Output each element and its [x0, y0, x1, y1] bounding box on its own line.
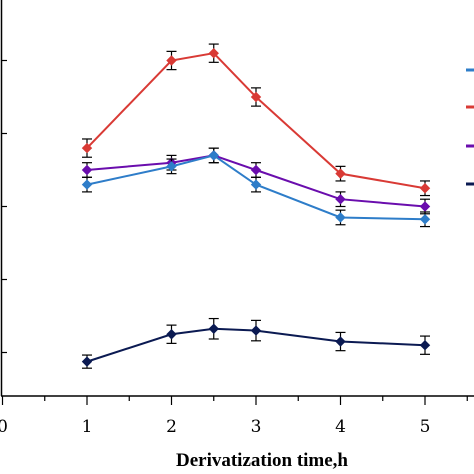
series-line — [86, 327, 426, 363]
x-tick-label: 4 — [335, 417, 346, 437]
data-point — [81, 179, 93, 190]
data-point — [250, 91, 262, 103]
data-point — [208, 47, 219, 59]
series-1 — [81, 43, 431, 197]
data-point — [419, 214, 431, 225]
x-tick-label: 1 — [82, 417, 93, 437]
x-tick-label: 3 — [251, 417, 262, 437]
data-point — [335, 193, 346, 205]
data-point — [208, 323, 219, 334]
data-point — [335, 336, 346, 347]
data-point — [335, 212, 346, 223]
x-tick-label: 0 — [0, 417, 8, 437]
data-point — [250, 325, 262, 336]
axes: 0 1 2 3 4 5 — [0, 0, 474, 437]
series-3 — [81, 147, 431, 228]
data-point — [335, 168, 346, 179]
data-point — [419, 201, 431, 212]
data-point — [419, 339, 431, 351]
data-point — [81, 142, 93, 154]
data-point — [166, 161, 177, 172]
data-point — [166, 329, 177, 340]
data-point — [208, 150, 219, 161]
legend — [466, 68, 474, 186]
series-line — [86, 154, 426, 208]
data-point — [250, 164, 262, 176]
data-point — [81, 356, 93, 367]
x-tick-label: 2 — [166, 417, 177, 437]
data-point — [250, 179, 262, 190]
x-tick-label: 5 — [420, 417, 431, 437]
data-point — [166, 55, 177, 66]
data-point — [81, 164, 93, 176]
series-line — [86, 52, 426, 190]
series-line — [86, 154, 426, 221]
series-layer — [81, 43, 431, 369]
data-point — [419, 183, 431, 194]
series-4 — [81, 317, 431, 369]
x-axis-title: Derivatization time,h — [176, 450, 348, 471]
